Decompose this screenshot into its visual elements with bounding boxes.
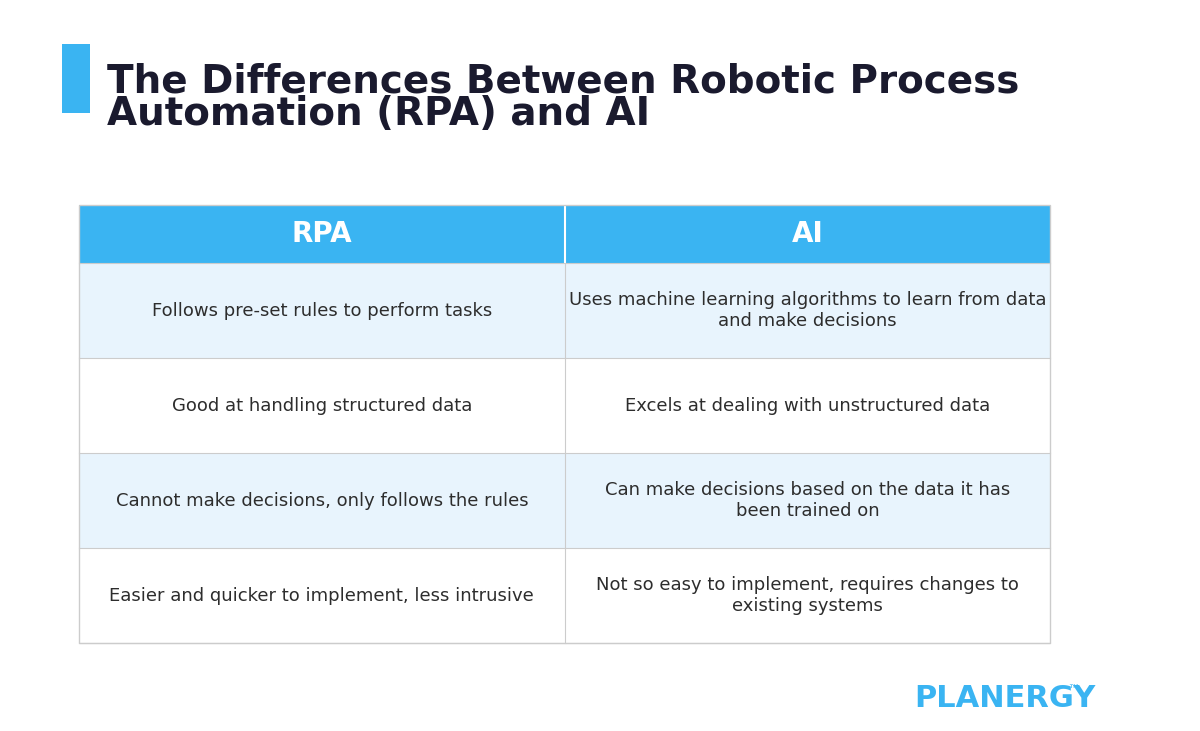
Text: Easier and quicker to implement, less intrusive: Easier and quicker to implement, less in…: [109, 587, 534, 605]
Text: Automation (RPA) and AI: Automation (RPA) and AI: [107, 95, 650, 133]
Text: The Differences Between Robotic Process: The Differences Between Robotic Process: [107, 62, 1020, 100]
Text: Uses machine learning algorithms to learn from data
and make decisions: Uses machine learning algorithms to lear…: [569, 291, 1046, 330]
Text: Excels at dealing with unstructured data: Excels at dealing with unstructured data: [625, 397, 990, 414]
FancyBboxPatch shape: [565, 453, 1050, 548]
Text: Not so easy to implement, requires changes to
existing systems: Not so easy to implement, requires chang…: [596, 576, 1019, 616]
Text: RPA: RPA: [292, 220, 352, 248]
FancyBboxPatch shape: [62, 44, 90, 113]
FancyBboxPatch shape: [565, 548, 1050, 643]
FancyBboxPatch shape: [565, 205, 1050, 263]
FancyBboxPatch shape: [79, 453, 565, 548]
FancyBboxPatch shape: [565, 263, 1050, 358]
FancyBboxPatch shape: [79, 548, 565, 643]
FancyBboxPatch shape: [79, 263, 565, 358]
Text: Cannot make decisions, only follows the rules: Cannot make decisions, only follows the …: [115, 492, 528, 510]
Text: ™: ™: [1067, 684, 1080, 697]
Text: Follows pre-set rules to perform tasks: Follows pre-set rules to perform tasks: [151, 302, 492, 319]
Text: Can make decisions based on the data it has
been trained on: Can make decisions based on the data it …: [605, 481, 1010, 520]
FancyBboxPatch shape: [79, 205, 565, 263]
FancyBboxPatch shape: [79, 358, 565, 453]
FancyBboxPatch shape: [565, 358, 1050, 453]
Text: PLANERGY: PLANERGY: [914, 683, 1096, 713]
Text: AI: AI: [792, 220, 823, 248]
Text: Good at handling structured data: Good at handling structured data: [172, 397, 472, 414]
